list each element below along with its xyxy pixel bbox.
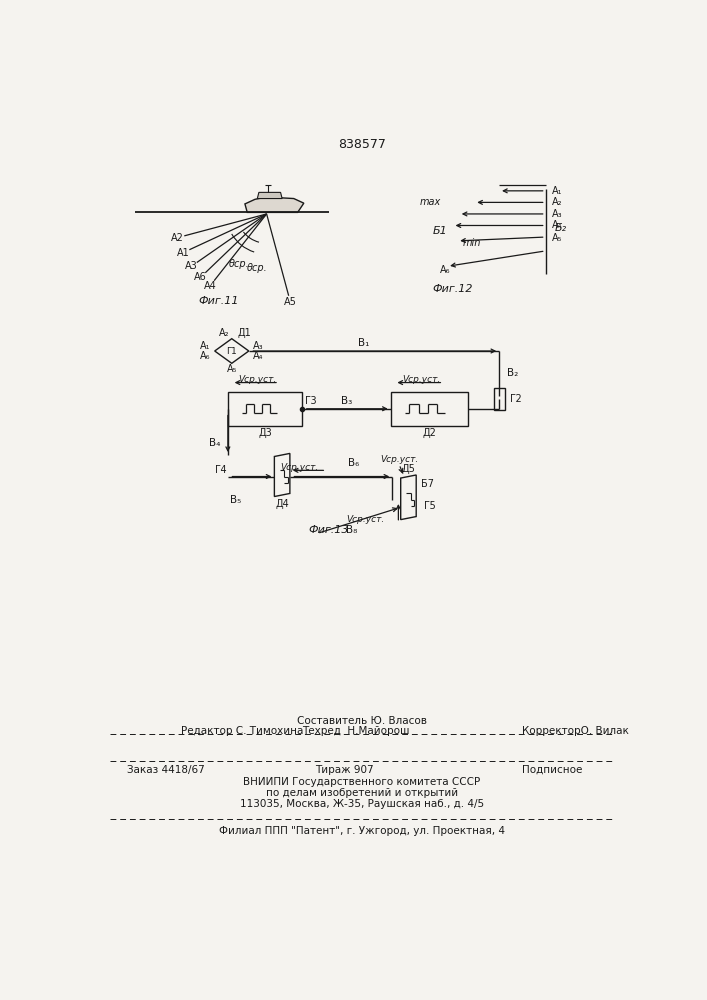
Bar <box>391 392 468 426</box>
Text: A3: A3 <box>185 261 197 271</box>
Text: θср.: θср. <box>247 263 268 273</box>
Text: Составитель Ю. Власов: Составитель Ю. Власов <box>297 716 427 726</box>
Text: Редактор С. Тимохина: Редактор С. Тимохина <box>182 726 304 736</box>
Polygon shape <box>257 192 282 199</box>
Text: B₈: B₈ <box>346 525 358 535</box>
Text: B₄: B₄ <box>209 438 220 448</box>
Text: Vср.уст.: Vср.уст. <box>346 515 385 524</box>
Text: A1: A1 <box>177 248 189 258</box>
Text: Γ1: Γ1 <box>226 347 237 356</box>
Text: Фиг.12: Фиг.12 <box>433 284 473 294</box>
Text: Филиал ППП "Патент", г. Ужгород, ул. Проектная, 4: Филиал ППП "Патент", г. Ужгород, ул. Про… <box>219 826 505 836</box>
Text: A₅: A₅ <box>226 364 237 374</box>
Text: Д1: Д1 <box>238 328 252 338</box>
Text: max: max <box>420 197 441 207</box>
Text: min: min <box>462 238 481 248</box>
Text: Фиг.11: Фиг.11 <box>199 296 239 306</box>
Text: B₁: B₁ <box>358 338 369 348</box>
Text: Γ3: Γ3 <box>305 396 317 406</box>
Text: Техред  Н.Майорош: Техред Н.Майорош <box>302 726 409 736</box>
Text: A₃: A₃ <box>252 341 263 351</box>
Text: Заказ 4418/67: Заказ 4418/67 <box>127 765 205 775</box>
Text: A6: A6 <box>194 272 206 282</box>
Text: B₅: B₅ <box>230 495 241 505</box>
Text: A₆: A₆ <box>440 265 450 275</box>
Text: Д4: Д4 <box>275 499 289 509</box>
Text: Vср.уст.: Vср.уст. <box>380 455 419 464</box>
Text: ВНИИПИ Государственного комитета СССР: ВНИИПИ Государственного комитета СССР <box>243 777 481 787</box>
Text: A₆: A₆ <box>200 351 211 361</box>
Text: θср.: θср. <box>229 259 250 269</box>
Text: Б1: Б1 <box>433 226 448 236</box>
Bar <box>494 388 506 410</box>
Text: Д3: Д3 <box>258 428 272 438</box>
Text: A₄: A₄ <box>252 351 263 361</box>
Bar <box>228 392 303 426</box>
Text: Vср.уст.: Vср.уст. <box>280 463 318 472</box>
Text: Vср.уст.: Vср.уст. <box>238 375 276 384</box>
Text: A2: A2 <box>171 233 184 243</box>
Text: по делам изобретений и открытий: по делам изобретений и открытий <box>266 788 458 798</box>
Text: Б₂: Б₂ <box>555 223 567 233</box>
Text: B₂: B₂ <box>507 368 518 378</box>
Text: Γ2: Γ2 <box>510 394 522 404</box>
Text: A₅: A₅ <box>552 233 562 243</box>
Text: A₂: A₂ <box>552 197 562 207</box>
Text: A₁: A₁ <box>552 186 562 196</box>
Text: A₁: A₁ <box>200 341 211 351</box>
Text: КорректорО. Вилак: КорректорО. Вилак <box>522 726 629 736</box>
Text: A4: A4 <box>204 281 216 291</box>
Text: B₃: B₃ <box>341 396 352 406</box>
Text: Б7: Б7 <box>421 479 433 489</box>
Text: 838577: 838577 <box>338 138 386 151</box>
Text: Д5: Д5 <box>402 464 416 474</box>
Text: Д2: Д2 <box>423 428 436 438</box>
Text: A₄: A₄ <box>552 220 562 230</box>
Text: 113035, Москва, Ж-35, Раушская наб., д. 4/5: 113035, Москва, Ж-35, Раушская наб., д. … <box>240 799 484 809</box>
Polygon shape <box>245 197 304 212</box>
Text: Γ5: Γ5 <box>424 501 436 511</box>
Text: Тираж 907: Тираж 907 <box>315 765 373 775</box>
Text: Γ4: Γ4 <box>215 465 226 475</box>
Text: A₂: A₂ <box>219 328 230 338</box>
Text: Подписное: Подписное <box>522 765 583 775</box>
Text: A5: A5 <box>284 297 297 307</box>
Text: A₃: A₃ <box>552 209 563 219</box>
Text: B₆: B₆ <box>348 458 359 468</box>
Text: Vср.уст.: Vср.уст. <box>402 375 440 384</box>
Text: Фиг.13: Фиг.13 <box>308 525 349 535</box>
